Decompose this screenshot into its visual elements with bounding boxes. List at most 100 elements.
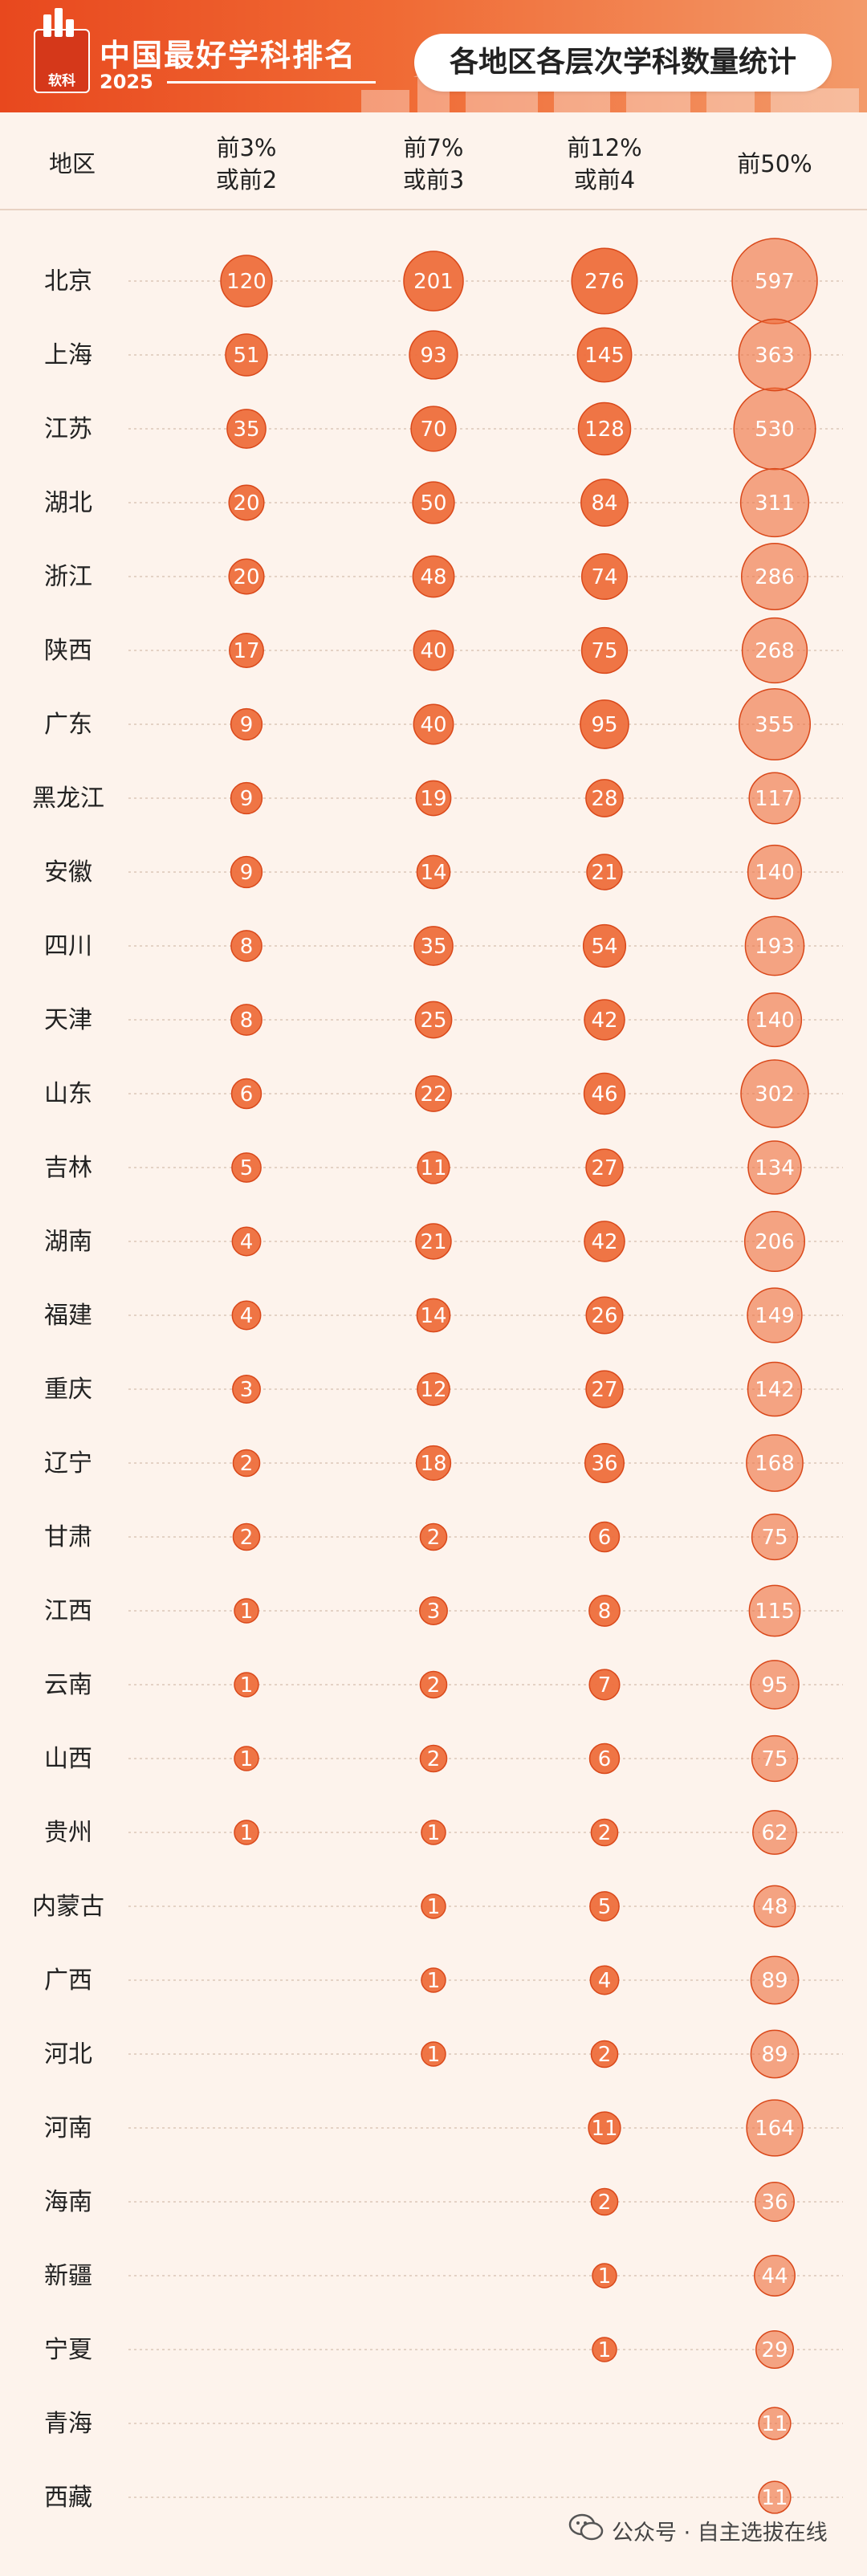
column-header-line: 前3%: [216, 134, 277, 161]
region-label: 河北: [44, 2040, 92, 2069]
bubble-value-label: 4: [240, 1304, 254, 1328]
data-bubble: [232, 1449, 261, 1478]
bubble-value-label: 17: [233, 639, 259, 663]
data-bubble: [588, 2111, 621, 2145]
data-bubble: [588, 1595, 621, 1627]
data-bubble: [750, 1955, 800, 2005]
bubble-value-label: 168: [755, 1452, 795, 1476]
data-bubble: [747, 1287, 803, 1343]
bubble-value-label: 44: [761, 2264, 788, 2289]
data-bubble: [230, 855, 263, 889]
column-header-line: 或前3: [402, 166, 465, 194]
bubble-value-label: 302: [755, 1082, 795, 1107]
data-bubble: [230, 1078, 263, 1110]
bubble-value-label: 2: [427, 1673, 441, 1698]
data-bubble: [746, 2099, 804, 2157]
header-banner: 软科 中国最好学科排名 2025 各地区各层次学科数量统计: [0, 0, 867, 112]
bubble-value-label: 6: [598, 1747, 612, 1771]
bubble-value-label: 3: [427, 1600, 441, 1624]
bubble-value-label: 2: [598, 1821, 612, 1845]
bubble-value-label: 89: [761, 1969, 788, 1993]
region-label: 上海: [44, 341, 92, 369]
bubble-value-label: 75: [761, 1747, 788, 1771]
column-header-line: 前12%: [567, 134, 642, 161]
data-bubble: [415, 1445, 452, 1482]
logo-text: 软科: [48, 73, 75, 89]
bubble-value-label: 115: [755, 1600, 795, 1624]
bubble-value-label: 286: [755, 565, 795, 589]
data-bubble: [588, 1669, 621, 1701]
wechat-icon: [568, 2513, 604, 2541]
data-bubble: [413, 926, 454, 966]
data-bubble: [583, 1072, 626, 1115]
bubble-value-label: 311: [755, 491, 795, 516]
region-label: 四川: [44, 932, 92, 960]
bubble-value-label: 26: [591, 1304, 617, 1328]
data-bubble: [231, 1300, 262, 1331]
bubble-chart: 北京上海江苏湖北浙江陕西广东黑龙江安徽四川天津山东吉林湖南福建重庆辽宁甘肃江西云…: [32, 238, 843, 2514]
bubble-value-label: 1: [598, 2264, 612, 2289]
bubble-value-label: 355: [755, 713, 795, 737]
data-bubble: [231, 1226, 262, 1257]
data-bubble: [758, 2407, 792, 2440]
data-bubble: [580, 479, 629, 527]
data-bubble: [234, 1672, 259, 1698]
bubble-value-label: 2: [598, 2043, 612, 2067]
data-bubble: [751, 1513, 799, 1561]
bubble-value-label: 29: [761, 2338, 788, 2362]
bubble-value-label: 193: [755, 935, 795, 959]
bubble-value-label: 7: [598, 1673, 612, 1698]
bubble-value-label: 6: [240, 1082, 254, 1107]
bubble-value-label: 21: [591, 861, 617, 885]
bubble-value-label: 5: [240, 1156, 254, 1180]
bubble-value-label: 70: [420, 418, 446, 442]
bubble-value-label: 1: [240, 1747, 254, 1771]
data-bubble: [753, 1885, 796, 1928]
bubble-value-label: 74: [591, 565, 617, 589]
region-label: 新疆: [44, 2262, 92, 2290]
region-label: 甘肃: [44, 1523, 92, 1551]
bubble-value-label: 120: [226, 270, 267, 294]
region-label: 福建: [44, 1302, 92, 1330]
data-bubble: [232, 1522, 261, 1551]
bubble-value-label: 142: [755, 1378, 795, 1402]
bubble-value-label: 8: [240, 1009, 254, 1033]
region-label: 广西: [44, 1967, 92, 1995]
data-bubble: [415, 780, 452, 817]
region-label: 西藏: [44, 2484, 92, 2512]
data-bubble: [586, 854, 623, 891]
bubble-value-label: 2: [598, 2191, 612, 2215]
data-bubble: [416, 1298, 451, 1333]
region-label: 浙江: [44, 563, 92, 591]
region-label: 云南: [44, 1671, 92, 1699]
bubble-value-label: 2: [427, 1526, 441, 1550]
bubble-value-label: 18: [420, 1452, 446, 1476]
bubble-value-label: 164: [755, 2117, 795, 2141]
data-bubble: [589, 1891, 620, 1922]
data-bubble: [419, 1670, 448, 1699]
data-bubble: [580, 699, 629, 749]
bubble-value-label: 12: [420, 1378, 446, 1402]
bubble-value-label: 35: [420, 935, 446, 959]
bubble-value-label: 530: [755, 418, 795, 442]
bubble-value-label: 89: [761, 2043, 788, 2067]
bubble-value-label: 20: [233, 491, 259, 516]
bubble-value-label: 36: [591, 1452, 617, 1476]
data-bubble: [228, 484, 265, 521]
region-column-header: 地区: [48, 150, 96, 177]
bubble-value-label: 48: [761, 1895, 788, 1919]
data-bubble: [585, 1148, 624, 1187]
bubble-value-label: 11: [761, 2486, 788, 2510]
data-bubble: [588, 1521, 621, 1553]
bubble-value-label: 84: [591, 491, 617, 516]
bubble-value-label: 93: [420, 344, 446, 368]
region-label: 黑龙江: [32, 785, 104, 813]
bubble-value-label: 20: [233, 565, 259, 589]
bubble-value-label: 14: [420, 1304, 446, 1328]
bubble-value-label: 22: [420, 1082, 446, 1107]
data-bubble: [755, 2330, 794, 2369]
data-bubble: [230, 930, 263, 962]
data-bubble: [590, 2187, 619, 2216]
data-bubble: [410, 406, 457, 452]
brand-underline: [167, 81, 376, 84]
